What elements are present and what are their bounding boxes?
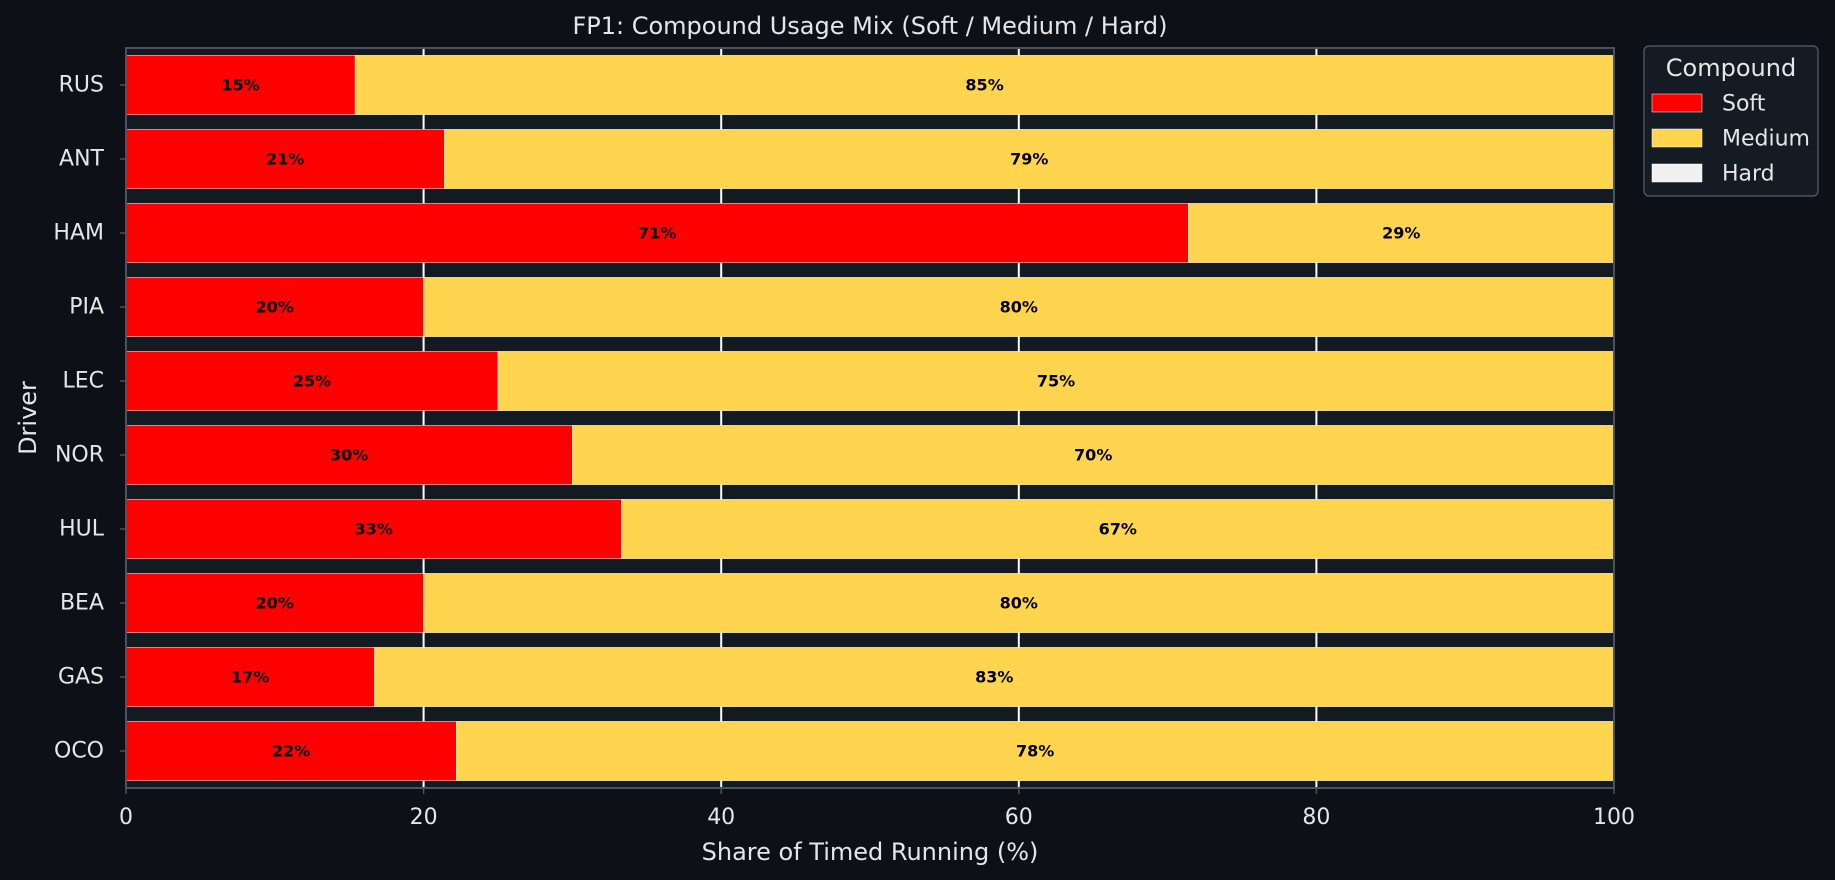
x-tick-label: 0 bbox=[119, 805, 133, 830]
bar-label-soft-rus: 15% bbox=[221, 76, 259, 95]
bar-soft-rus bbox=[125, 55, 356, 115]
bar-medium-oco bbox=[456, 721, 1615, 781]
chart-title: FP1: Compound Usage Mix (Soft / Medium /… bbox=[572, 12, 1167, 40]
y-tick-label-nor: NOR bbox=[55, 443, 104, 468]
bar-label-soft-nor: 30% bbox=[330, 446, 368, 465]
bar-label-medium-ham: 29% bbox=[1382, 224, 1420, 243]
x-axis-ticks: 0 20 40 60 80 100 bbox=[119, 788, 1635, 830]
legend: Compound Soft Medium Hard bbox=[1643, 45, 1819, 197]
plot-frame bbox=[125, 47, 1615, 789]
bar-medium-ham bbox=[1188, 203, 1615, 263]
y-tick-label-ant: ANT bbox=[59, 147, 105, 172]
legend-box bbox=[1643, 45, 1819, 197]
y-tick-label-bea: BEA bbox=[60, 591, 104, 616]
legend-title: Compound bbox=[1666, 54, 1796, 82]
bar-medium-ant bbox=[444, 129, 1615, 189]
x-tick-label: 20 bbox=[410, 805, 438, 830]
y-tick-label-ham: HAM bbox=[53, 221, 104, 246]
bar-label-medium-gas: 83% bbox=[975, 668, 1013, 687]
y-axis-ticks: RUS ANT HAM PIA LEC NOR HUL BEA GAS OCO bbox=[53, 73, 126, 764]
bar-label-soft-hul: 33% bbox=[355, 520, 393, 539]
legend-label-soft: Soft bbox=[1722, 92, 1766, 117]
bar-label-soft-ham: 71% bbox=[638, 224, 676, 243]
bar-label-medium-bea: 80% bbox=[1000, 594, 1038, 613]
bar-label-soft-lec: 25% bbox=[293, 372, 331, 391]
bar-soft-gas bbox=[125, 647, 375, 707]
bar-soft-oco bbox=[125, 721, 457, 781]
y-tick-label-lec: LEC bbox=[62, 369, 104, 394]
bar-label-soft-bea: 20% bbox=[256, 594, 294, 613]
legend-swatch-hard bbox=[1651, 163, 1703, 183]
legend-swatch-soft bbox=[1651, 93, 1703, 113]
bar-soft-bea bbox=[125, 573, 424, 633]
bars: 15% 85% 21% 79% 71% 29% 20% 80% 25% 75% 30% 70% 33% 6… bbox=[125, 55, 1615, 781]
bar-label-soft-oco: 22% bbox=[272, 742, 310, 761]
bar-label-soft-ant: 21% bbox=[266, 150, 304, 169]
bar-label-medium-ant: 79% bbox=[1010, 150, 1048, 169]
y-tick-label-gas: GAS bbox=[58, 665, 104, 690]
bar-label-medium-rus: 85% bbox=[965, 76, 1003, 95]
bar-label-medium-nor: 70% bbox=[1074, 446, 1112, 465]
bar-label-medium-oco: 78% bbox=[1016, 742, 1054, 761]
bar-soft-lec bbox=[125, 351, 499, 411]
bar-label-soft-gas: 17% bbox=[231, 668, 269, 687]
bar-medium-nor bbox=[572, 425, 1615, 485]
x-axis-label: Share of Timed Running (%) bbox=[702, 838, 1039, 866]
bar-soft-pia bbox=[125, 277, 424, 337]
bar-label-medium-lec: 75% bbox=[1037, 372, 1075, 391]
bar-soft-ham bbox=[125, 203, 1189, 263]
bar-label-medium-hul: 67% bbox=[1099, 520, 1137, 539]
x-tick-label: 40 bbox=[707, 805, 735, 830]
bar-medium-gas bbox=[374, 647, 1615, 707]
bar-medium-bea bbox=[423, 573, 1615, 633]
bar-medium-pia bbox=[423, 277, 1615, 337]
legend-items: Soft Medium Hard bbox=[1651, 92, 1810, 187]
legend-label-medium: Medium bbox=[1722, 127, 1810, 152]
bar-label-medium-pia: 80% bbox=[1000, 298, 1038, 317]
bar-medium-lec bbox=[497, 351, 1615, 411]
x-tick-label: 60 bbox=[1005, 805, 1033, 830]
bar-medium-hul bbox=[621, 499, 1615, 559]
x-tick-label: 100 bbox=[1593, 805, 1635, 830]
y-tick-label-pia: PIA bbox=[69, 295, 104, 320]
y-axis-label: Driver bbox=[14, 381, 42, 455]
bar-soft-hul bbox=[125, 499, 622, 559]
bar-soft-ant bbox=[125, 129, 445, 189]
y-tick-label-rus: RUS bbox=[59, 73, 104, 98]
bar-label-soft-pia: 20% bbox=[256, 298, 294, 317]
bar-soft-nor bbox=[125, 425, 573, 485]
x-tick-label: 80 bbox=[1302, 805, 1330, 830]
legend-label-hard: Hard bbox=[1722, 162, 1775, 187]
legend-swatch-medium bbox=[1651, 128, 1703, 148]
bar-medium-rus bbox=[354, 55, 1615, 115]
y-tick-label-hul: HUL bbox=[59, 517, 105, 542]
y-tick-label-oco: OCO bbox=[54, 739, 104, 764]
